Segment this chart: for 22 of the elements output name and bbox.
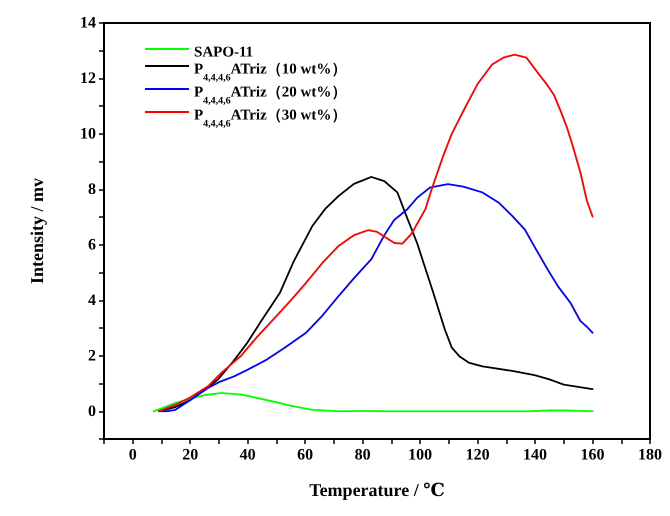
y-tick-label: 4: [88, 292, 96, 309]
x-tick-label: 120: [466, 446, 490, 464]
y-tick-label: 10: [80, 125, 96, 142]
x-tick-label: 140: [523, 446, 548, 464]
x-tick-label: 180: [638, 446, 662, 464]
x-tick-label: 20: [182, 446, 198, 464]
y-tick-label: 14: [80, 14, 96, 32]
x-tick-label: 80: [354, 446, 371, 464]
x-tick-label: 160: [580, 446, 605, 464]
y-axis-title: Intensity / mv: [27, 178, 47, 284]
y-tick-label: 2: [88, 347, 96, 364]
x-tick-label: 60: [297, 446, 314, 464]
x-tick-label: 40: [240, 446, 256, 464]
y-tick-label: 8: [88, 180, 96, 198]
legend-label: SAPO-11: [194, 44, 254, 60]
x-tick-label: 100: [408, 446, 432, 464]
x-axis-title: Temperature / ℃: [309, 480, 445, 500]
y-tick-label: 12: [80, 70, 96, 87]
line-series: [152, 392, 594, 412]
x-tick-label: 0: [128, 446, 137, 464]
y-tick-label: 6: [88, 236, 96, 254]
y-tick-label: 0: [88, 402, 96, 420]
